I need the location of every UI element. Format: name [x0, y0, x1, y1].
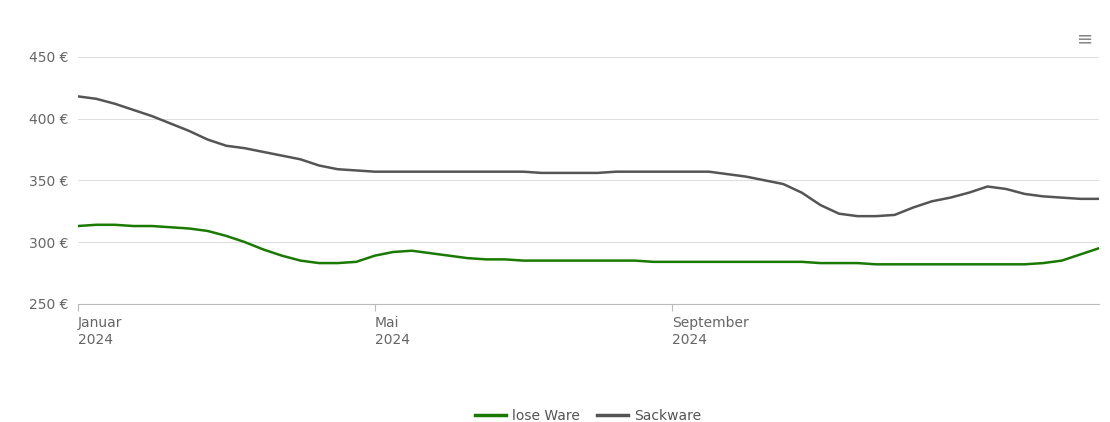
Text: ≡: ≡: [1077, 30, 1093, 49]
Legend: lose Ware, Sackware: lose Ware, Sackware: [470, 403, 707, 422]
